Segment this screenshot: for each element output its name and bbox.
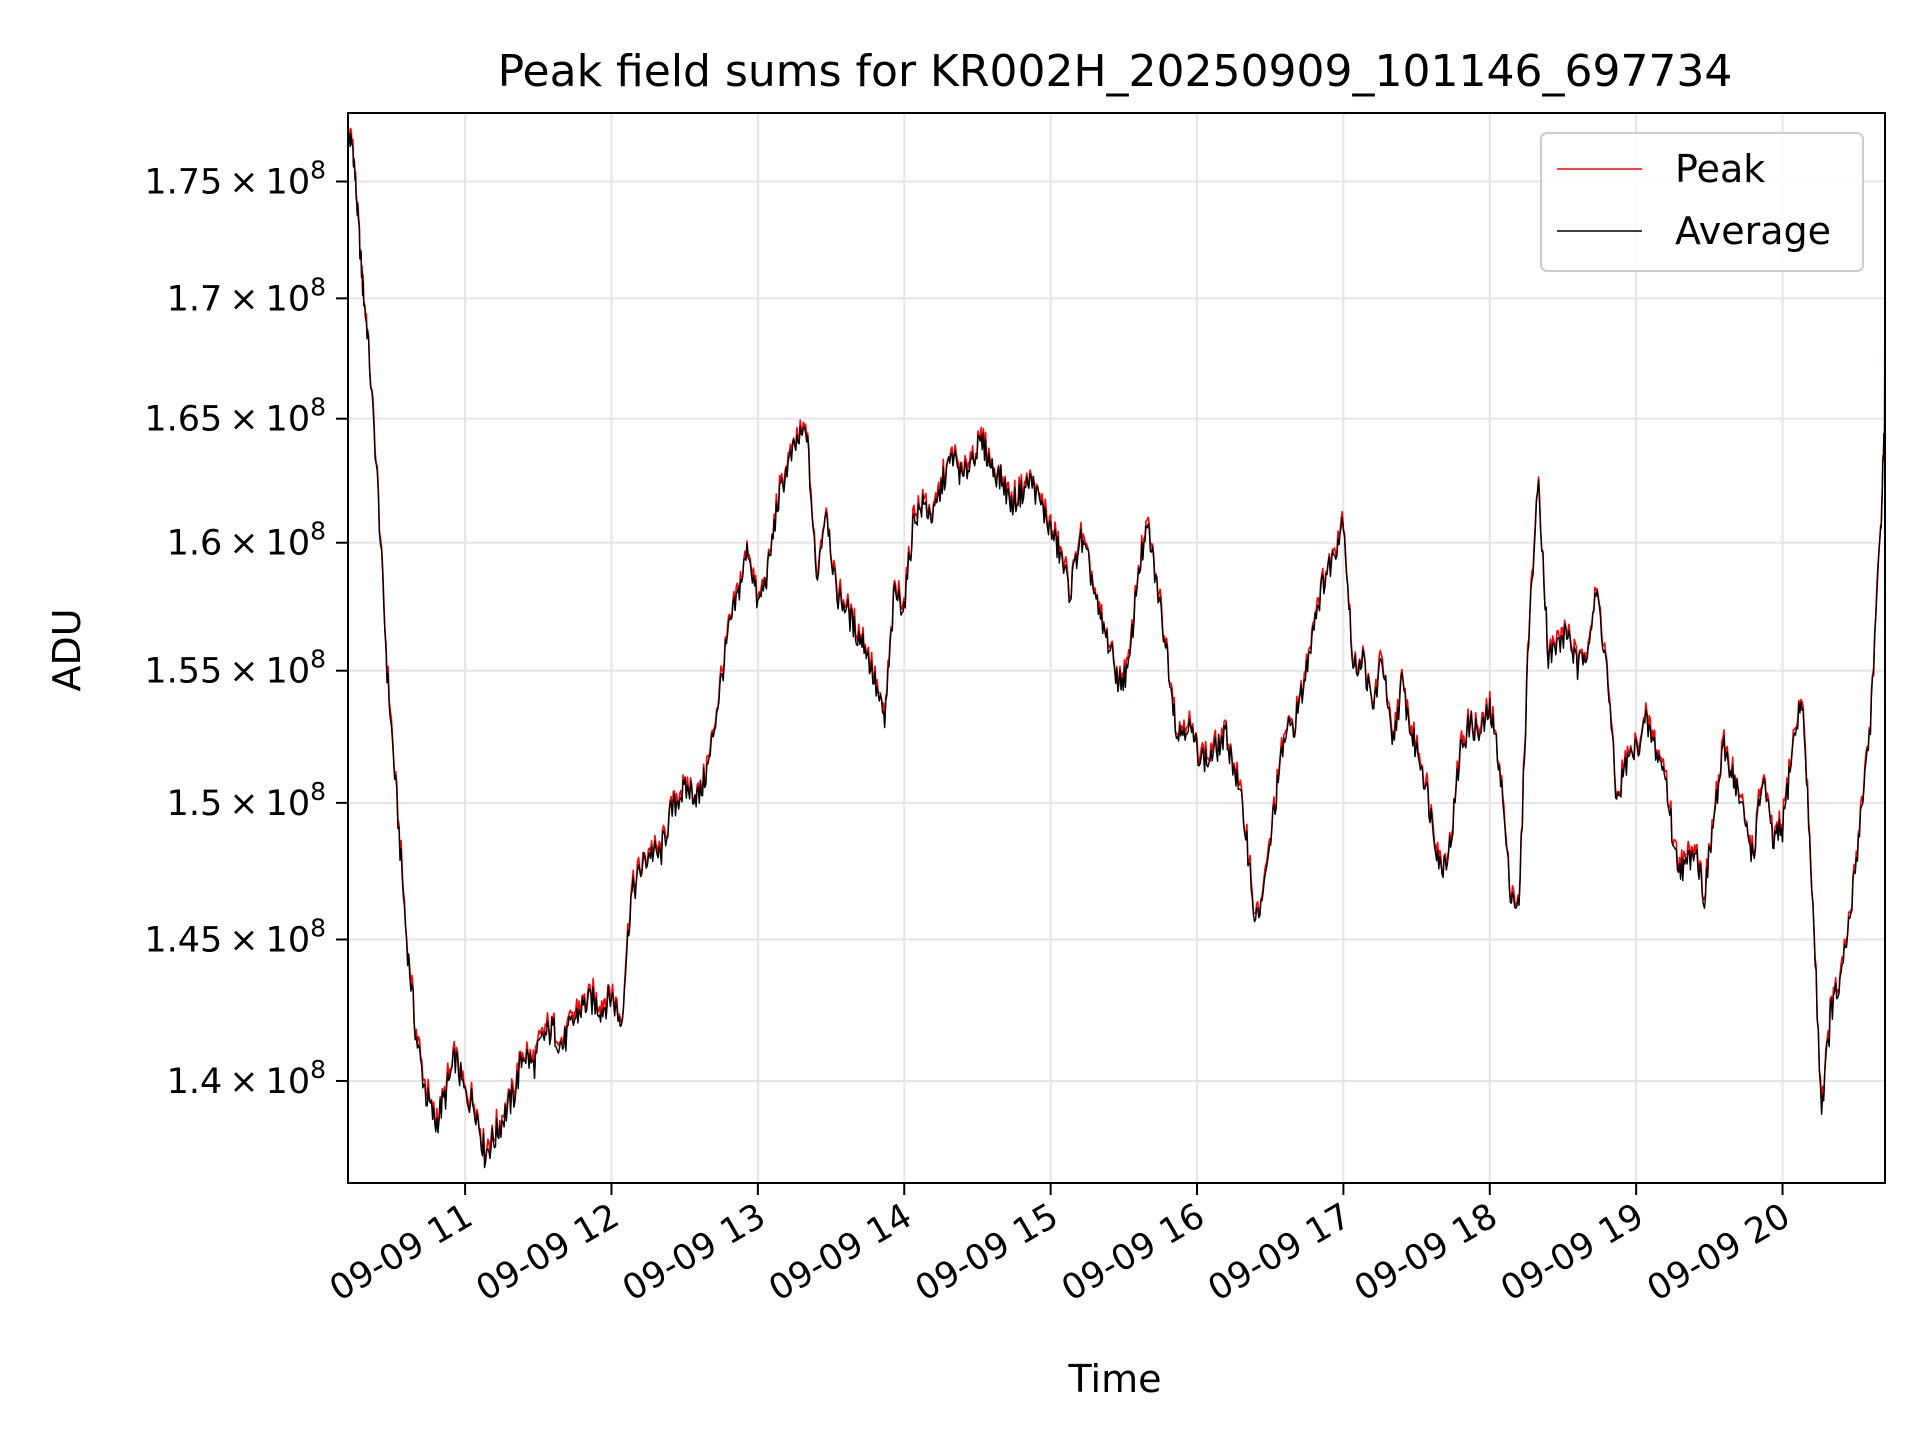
series-lines	[347, 127, 1886, 1169]
y-tick-label-2: 1.5 × 108	[167, 777, 326, 824]
x-axis-title: Time	[1068, 1357, 1162, 1401]
y-axis-ticks: 1.4 × 108 1.45 × 108 1.5 × 108 1.55 × 108 1.…	[144, 156, 348, 1102]
legend-label-average: Average	[1675, 209, 1831, 253]
legend: Peak Average	[1540, 132, 1864, 272]
chart-title: Peak field sums for KR002H_20250909_1011…	[498, 46, 1733, 97]
y-tick-label-3: 1.55 × 108	[144, 645, 326, 692]
legend-label-peak: Peak	[1675, 147, 1765, 191]
y-axis-title: ADU	[45, 608, 89, 691]
legend-box	[1540, 132, 1864, 272]
y-tick-label-5: 1.65 × 108	[144, 393, 326, 440]
y-tick-label-4: 1.6 × 108	[167, 517, 326, 564]
y-tick-label-6: 1.7 × 108	[167, 272, 326, 319]
y-tick-label-0: 1.4 × 108	[167, 1055, 326, 1102]
y-tick-label-7: 1.75 × 108	[144, 156, 326, 203]
y-tick-label-1: 1.45 × 108	[144, 914, 326, 961]
series-line-average	[347, 130, 1886, 1169]
plot-area-frame	[347, 112, 1886, 1184]
